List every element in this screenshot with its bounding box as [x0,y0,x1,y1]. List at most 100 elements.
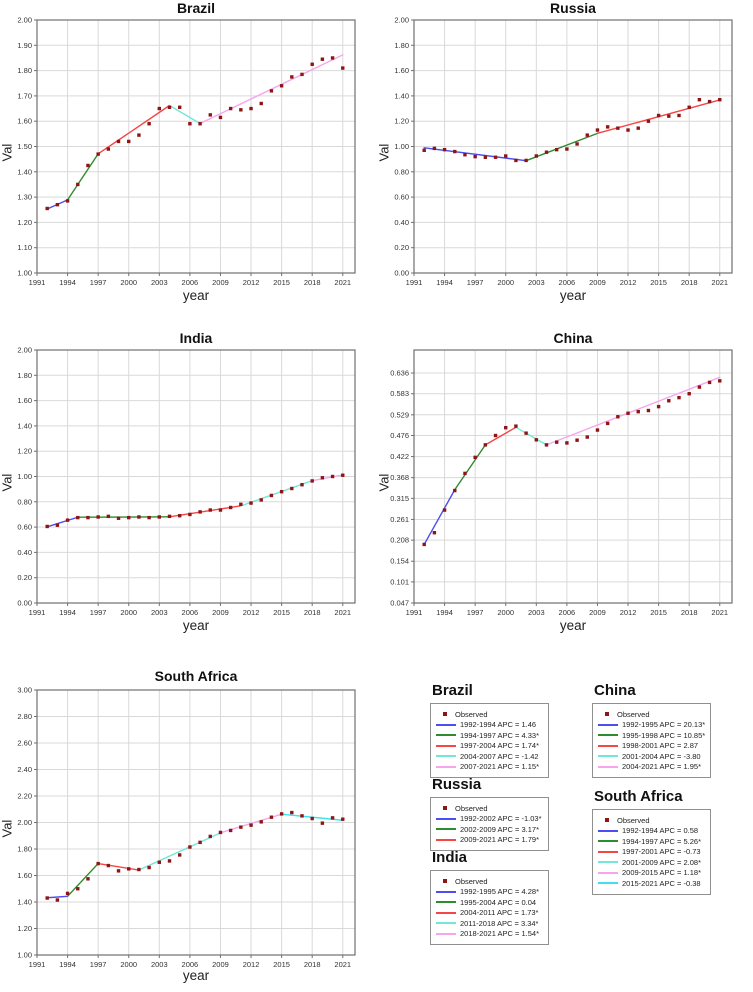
observed-point [167,105,172,109]
observed-point [707,380,712,385]
observed-point [45,524,49,529]
y-tick-label: 1.00 [394,142,409,151]
legend-line-sample [598,882,618,885]
observed-point [514,158,518,163]
trend-segment [311,474,344,482]
observed-point [514,424,518,428]
y-tick-label: 0.80 [394,167,409,176]
observed-point [65,518,70,522]
x-tick-label: 2009 [212,960,229,969]
legend-entry-row: 1992-1995 APC = 4.28* [436,887,544,898]
y-tick-label: 0.529 [390,410,409,419]
observed-point [249,823,253,827]
trend-segment [97,862,140,871]
observed-point [524,158,528,163]
legend-box-china: Observed 1992-1995 APC = 20.13* 1995-1998 … [592,703,711,778]
x-tick-label: 1991 [406,608,423,617]
y-tick-label: 3.00 [17,686,32,695]
observed-point [432,146,437,151]
legend-title-south-africa: South Africa [594,788,683,805]
y-tick-label: 0.261 [390,515,409,524]
observed-point [76,887,80,891]
observed-marker-icon [443,806,447,811]
legend-observed-row: Observed [436,803,544,814]
legend-entry-label: 2001-2004 APC = -3.80 [622,751,701,761]
x-axis-label: year [182,968,210,983]
x-tick-label: 2009 [212,608,229,617]
observed-point [718,97,722,102]
trend-segment [138,832,222,871]
legend-entry-row: 2001-2009 APC = 2.08* [598,857,706,868]
x-tick-label: 2012 [243,608,260,617]
observed-point [188,122,192,126]
chart-title-brazil: Brazil [176,0,216,16]
x-tick-label: 2015 [650,278,667,287]
observed-point [554,147,559,152]
y-tick-label: 2.00 [17,818,32,827]
legend-entry-label: 2002-2009 APC = 3.17* [460,824,540,834]
legend-entry-row: 1997-2004 APC = 1.74* [436,741,544,752]
y-tick-label: 1.60 [394,66,409,75]
x-tick-label: 1994 [436,608,453,617]
observed-point [646,119,651,123]
observed-point [341,817,345,821]
legend-line-sample [598,755,618,758]
observed-point [463,153,467,157]
observed-point [96,152,100,156]
y-tick-label: 1.20 [17,924,32,933]
observed-point [269,89,274,93]
legend-entry-label: 1992-2002 APC = -1.03* [460,814,542,824]
y-tick-label: 0.101 [390,577,409,586]
y-tick-label: 1.30 [17,193,32,202]
observed-point [290,810,294,815]
legend-line-sample [436,755,456,758]
y-tick-label: 1.80 [17,371,32,380]
legend-entry-label: 2004-2021 APC = 1.95* [622,762,702,772]
observed-point [554,440,559,444]
observed-point [279,84,284,88]
x-tick-label: 2021 [711,278,728,287]
trend-segment [66,862,99,898]
legend-line-sample [598,723,618,726]
legend-box-russia: Observed 1992-2002 APC = -1.03* 2002-2009 … [430,797,549,851]
x-tick-label: 1994 [436,278,453,287]
legend-line-sample [436,911,456,914]
chart-south-africa: South Africa Val 1991 1994 1997 2000 2003 200… [0,660,376,992]
legend-entry-label: 2015-2021 APC = -0.38 [622,878,701,888]
observed-point [616,415,620,419]
x-tick-label: 2012 [243,960,260,969]
observed-point [116,869,121,873]
observed-point [504,154,508,158]
plot-area-india: 1991 1994 1997 2000 2003 2006 2009 2012 2015 2018… [17,346,356,617]
trend-segment [66,153,99,201]
observed-point [177,105,182,109]
observed-point [55,523,60,527]
legend-entry-label: 1998-2001 APC = 2.87 [622,741,699,751]
observed-point [127,515,131,520]
y-tick-label: 1.80 [17,845,32,854]
observed-point [259,820,263,824]
observed-point [127,867,131,871]
y-tick-label: 0.80 [17,497,32,506]
observed-point [137,133,141,137]
legend-line-sample [598,744,618,747]
chart-title-india: India [179,330,213,346]
observed-point [442,508,447,512]
x-tick-label: 2009 [589,278,606,287]
observed-point [45,206,49,211]
observed-point [565,441,569,445]
legend-russia: Russia Observed 1992-2002 APC = -1.03* 200… [430,776,570,851]
legend-entry-label: 1997-2001 APC = -0.73 [622,847,701,857]
x-tick-label: 2000 [497,608,514,617]
observed-point [310,479,314,483]
observed-point [504,425,508,430]
x-tick-label: 2006 [559,608,576,617]
y-tick-label: 0.00 [17,599,32,608]
x-tick-label: 2009 [212,278,229,287]
observed-point [636,409,640,414]
y-tick-label: 2.40 [17,765,32,774]
legend-line-sample [598,765,618,768]
observed-point [106,863,111,868]
observed-point [534,154,539,158]
y-tick-label: 0.00 [394,269,409,278]
